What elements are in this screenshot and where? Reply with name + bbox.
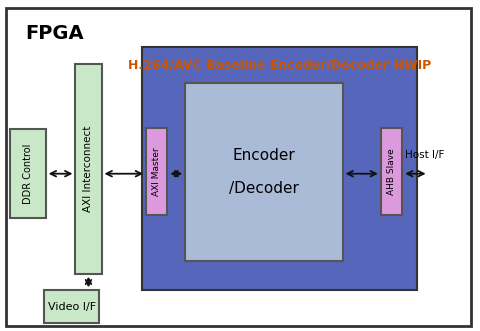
- Text: /Decoder: /Decoder: [229, 181, 299, 196]
- Text: H.264/AVC Baseline Encoder/Decoder HWIP: H.264/AVC Baseline Encoder/Decoder HWIP: [128, 59, 431, 72]
- Text: Video I/F: Video I/F: [48, 302, 96, 311]
- Text: Host I/F: Host I/F: [405, 150, 444, 160]
- Text: FPGA: FPGA: [25, 24, 84, 43]
- FancyBboxPatch shape: [10, 129, 46, 218]
- FancyBboxPatch shape: [75, 64, 102, 274]
- FancyBboxPatch shape: [142, 47, 417, 290]
- Text: Encoder: Encoder: [232, 148, 295, 163]
- Text: AXI Master: AXI Master: [152, 147, 161, 196]
- Text: DDR Control: DDR Control: [23, 144, 33, 204]
- Text: AHB Slave: AHB Slave: [387, 148, 396, 195]
- FancyBboxPatch shape: [185, 83, 343, 261]
- FancyBboxPatch shape: [44, 290, 99, 323]
- Text: AXI Interconnect: AXI Interconnect: [84, 125, 94, 212]
- FancyBboxPatch shape: [146, 128, 168, 215]
- FancyBboxPatch shape: [6, 8, 471, 326]
- FancyBboxPatch shape: [381, 128, 402, 215]
